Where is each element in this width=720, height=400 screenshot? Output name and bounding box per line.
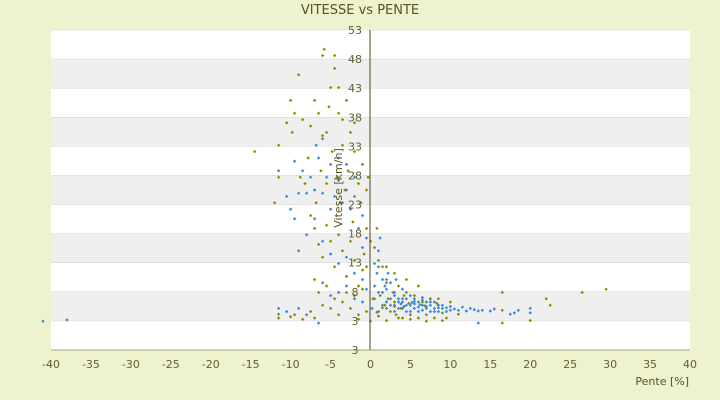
y-tick-label: 8 <box>352 286 359 299</box>
y-tick-label: 28 <box>348 169 362 182</box>
x-tick-label: 5 <box>407 358 414 371</box>
data-point-series-2 <box>351 220 355 224</box>
data-point-series-2 <box>548 303 552 307</box>
x-tick-label: -40 <box>42 358 60 371</box>
x-tick-label: 35 <box>643 358 657 371</box>
data-point-series-2 <box>336 111 341 115</box>
y-tick-label: 18 <box>348 228 362 241</box>
data-point-series-2 <box>328 85 333 90</box>
y-tick-label: 13 <box>348 257 362 270</box>
data-point-series-1 <box>41 319 45 323</box>
y-tick-label: 38 <box>348 111 362 124</box>
x-tick-label: -15 <box>242 358 260 371</box>
x-tick-label: 20 <box>523 358 537 371</box>
y-tick-label: 48 <box>348 53 362 66</box>
y-axis-title: Vitesse [km/h] <box>332 148 345 228</box>
data-point-series-2 <box>343 188 347 192</box>
x-tick-label: 10 <box>443 358 457 371</box>
data-point-series-2 <box>359 201 363 205</box>
x-tick-label: 15 <box>483 358 497 371</box>
y-tick-label: 43 <box>348 82 362 95</box>
x-tick-label: -10 <box>282 358 300 371</box>
data-point-series-2 <box>300 117 305 122</box>
x-tick-label: -30 <box>122 358 140 371</box>
data-point-series-1 <box>65 318 69 322</box>
data-point-series-2 <box>322 47 326 51</box>
data-point-series-2 <box>375 226 379 231</box>
x-tick-label: -35 <box>82 358 100 371</box>
data-point-series-2 <box>308 124 313 128</box>
x-tick-label: -25 <box>162 358 180 371</box>
data-point-series-2 <box>316 111 321 115</box>
x-tick-label: 0 <box>367 358 374 371</box>
x-tick-label: 30 <box>603 358 617 371</box>
y-tick-label: 33 <box>348 140 362 153</box>
data-point-series-2 <box>292 111 297 115</box>
data-point-series-2 <box>340 117 345 122</box>
data-point-series-2 <box>320 53 325 58</box>
x-tick-label: -5 <box>325 358 336 371</box>
chart-title: VITESSE vs PENTE <box>301 3 419 18</box>
x-tick-labels: -40 -35 -30 -25 -20 -15 -10 -5 0 5 10 15 20 25 30 35 40 <box>42 358 697 371</box>
y-tick-label: 3 <box>352 344 359 357</box>
x-axis-title: Pente [%] <box>635 375 689 388</box>
x-tick-label: 40 <box>683 358 697 371</box>
y-tick-label: 23 <box>348 199 362 212</box>
data-point-series-2 <box>332 53 337 58</box>
x-tick-label: 25 <box>563 358 577 371</box>
x-tick-label: -20 <box>202 358 220 371</box>
y-tick-label: 3 <box>352 315 359 328</box>
data-point-series-2 <box>336 85 341 90</box>
y-tick-label: 53 <box>348 24 362 37</box>
